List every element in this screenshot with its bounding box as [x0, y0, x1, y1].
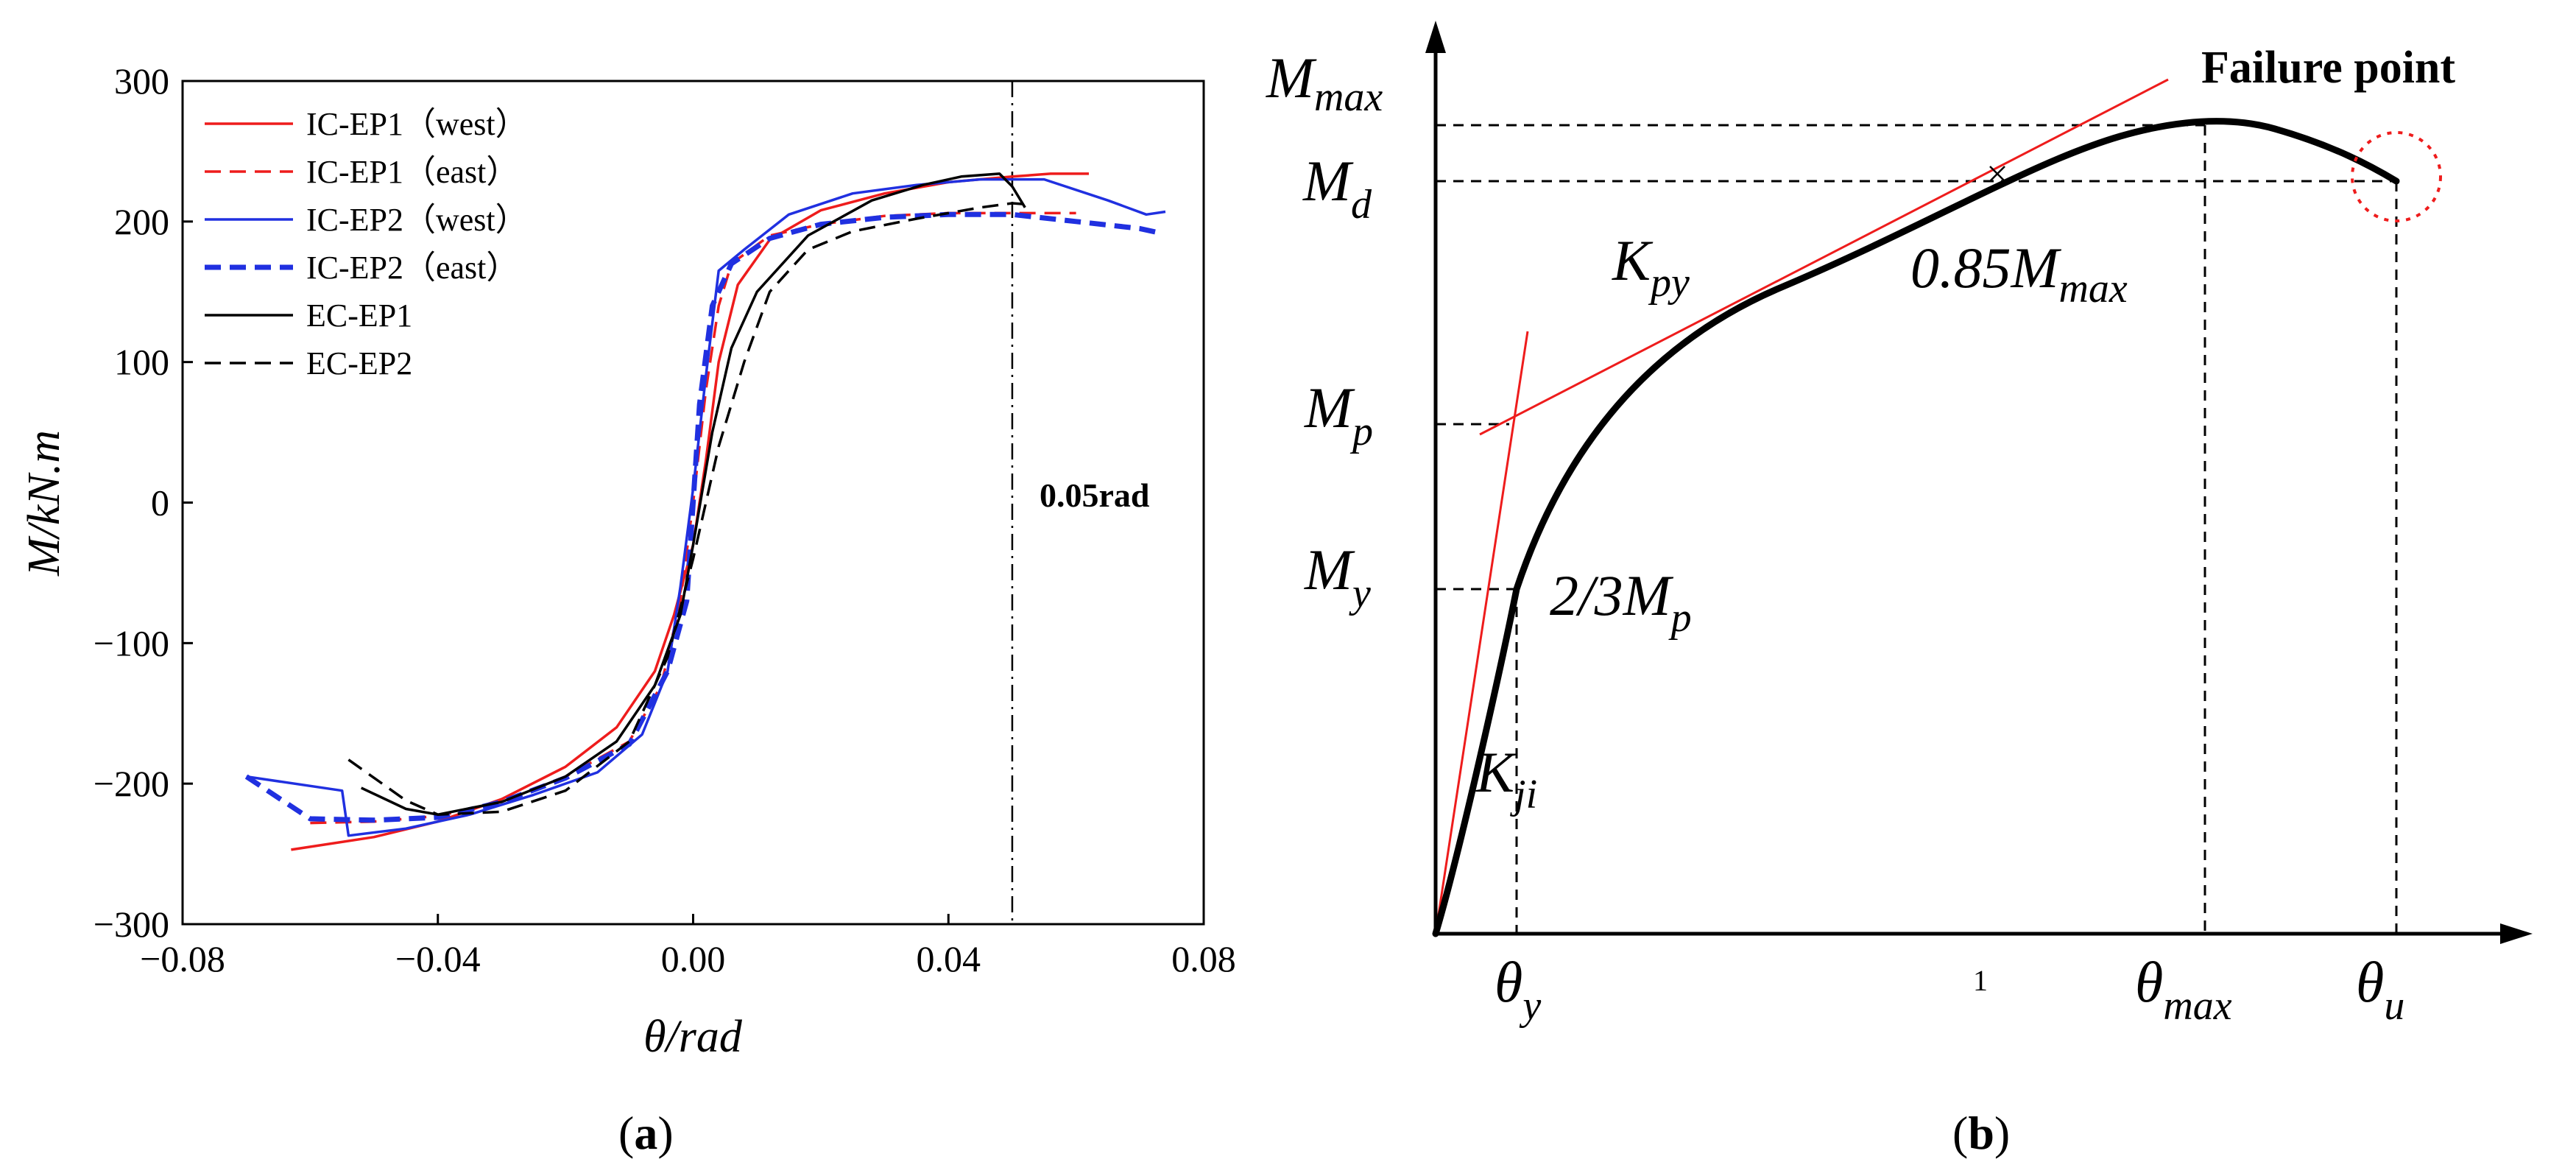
y-tick-label: −100 — [93, 622, 169, 663]
tangent-kji — [1434, 331, 1529, 934]
series-line — [244, 211, 1160, 823]
label-mp: Mp — [1304, 376, 1373, 454]
label-theta-y: θy — [1495, 950, 1541, 1029]
guide-lines — [1436, 124, 2398, 934]
legend-label: EC-EP2 — [306, 345, 412, 381]
panel-b: Failure point Mmax Md Mp My θy θmax θu 1… — [1266, 21, 2533, 1159]
x-extra-tick-label: 1 — [1973, 964, 1988, 997]
y-tick-label: 100 — [114, 342, 169, 383]
caption-b: (b) — [1952, 1107, 2010, 1159]
label-23mp: 2/3Mp — [1550, 563, 1692, 641]
legend-label: IC-EP2（west） — [306, 202, 528, 238]
y-tick-label: 300 — [114, 60, 169, 102]
axis-ticks: −0.08 −0.04 0.00 0.04 0.08 −300 −200 −100 0 100 20… — [93, 60, 1236, 979]
label-theta-max: θmax — [2135, 950, 2232, 1029]
y-tick-label: −300 — [93, 904, 169, 945]
series-line — [347, 202, 1032, 816]
x-axis-title: θ/rad — [643, 1012, 743, 1062]
label-kpy: Kpy — [1612, 228, 1690, 306]
y-tick-label: 200 — [114, 201, 169, 242]
failure-point-label: Failure point — [2201, 43, 2455, 93]
series-line — [310, 211, 1076, 825]
x-tick-label: 0.04 — [917, 938, 981, 979]
x-tick-label: 0.08 — [1171, 938, 1236, 979]
label-my: My — [1304, 538, 1371, 616]
y-axis-title: M/kN.m — [19, 430, 69, 577]
series-group — [244, 172, 1166, 851]
reference-line-label: 0.05rad — [1040, 476, 1150, 514]
series-line — [360, 172, 1026, 816]
y-tick-label: −200 — [93, 763, 169, 804]
y-tick-label: 0 — [151, 482, 169, 524]
legend-label: IC-EP1（west） — [306, 106, 528, 142]
label-kji: Kji — [1475, 740, 1537, 817]
label-theta-u: θu — [2356, 950, 2404, 1029]
x-tick-label: −0.04 — [395, 938, 481, 979]
moment-rotation-curve — [1432, 118, 2400, 937]
legend-label: EC-EP1 — [306, 297, 412, 334]
caption-a: (a) — [618, 1107, 674, 1159]
tangent-kpy — [1479, 78, 2169, 436]
legend-label: IC-EP1（east） — [306, 154, 518, 190]
label-mmax: Mmax — [1266, 46, 1383, 120]
panel-a: −0.08 −0.04 0.00 0.04 0.08 −300 −200 −100 0 100 20… — [19, 60, 1236, 1159]
y-axis-arrow — [1425, 21, 1446, 53]
label-md: Md — [1302, 149, 1372, 228]
x-tick-label: 0.00 — [661, 938, 726, 979]
cross-marker — [1989, 166, 2005, 182]
x-tick-label: −0.08 — [140, 938, 225, 979]
failure-point-circle — [2351, 131, 2442, 222]
legend-label: IC-EP2（east） — [306, 250, 518, 286]
label-085mmax: 0.85Mmax — [1910, 236, 2128, 311]
x-axis-arrow — [2500, 923, 2533, 944]
legend: IC-EP1（west） IC-EP1（east） IC-EP2（west） IC-E… — [205, 106, 528, 381]
